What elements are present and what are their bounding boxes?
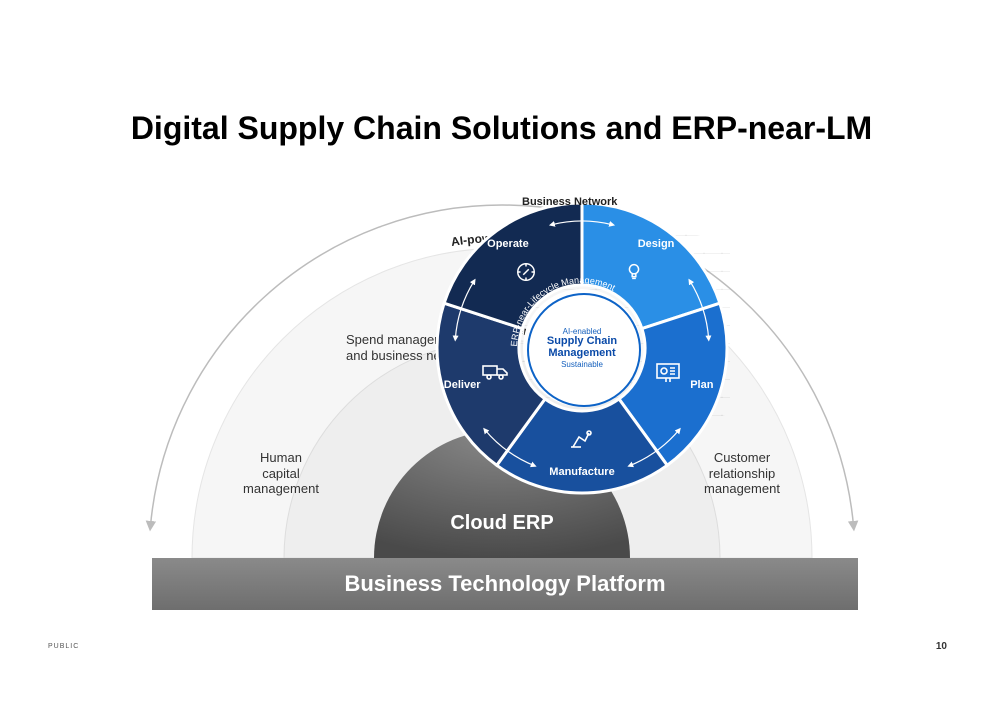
wheel-label-operate: Operate: [463, 238, 553, 250]
platform-label: Business Technology Platform: [344, 571, 665, 597]
hub-main-label: Supply ChainManagement: [547, 336, 617, 359]
wrench-icon: [515, 261, 537, 288]
platform-bar: Business Technology Platform: [152, 558, 858, 610]
slide-stage: Digital Supply Chain Solutions and ERP-n…: [0, 0, 1003, 710]
robot-icon: [569, 427, 593, 454]
bulb-icon: [623, 261, 645, 288]
hub-bottom-label: Sustainable: [561, 360, 603, 369]
footer-classification: PUBLIC: [48, 643, 79, 650]
chart-icon: [656, 363, 680, 388]
wheel-top-label: Business Network: [522, 196, 617, 208]
wheel-hub: AI-enabled Supply ChainManagement Sustai…: [523, 289, 641, 407]
footer-page-number: 10: [936, 641, 947, 652]
wheel-label-design: Design: [611, 238, 701, 250]
wheel-label-manufacture: Manufacture: [537, 466, 627, 478]
truck-icon: [482, 363, 508, 386]
